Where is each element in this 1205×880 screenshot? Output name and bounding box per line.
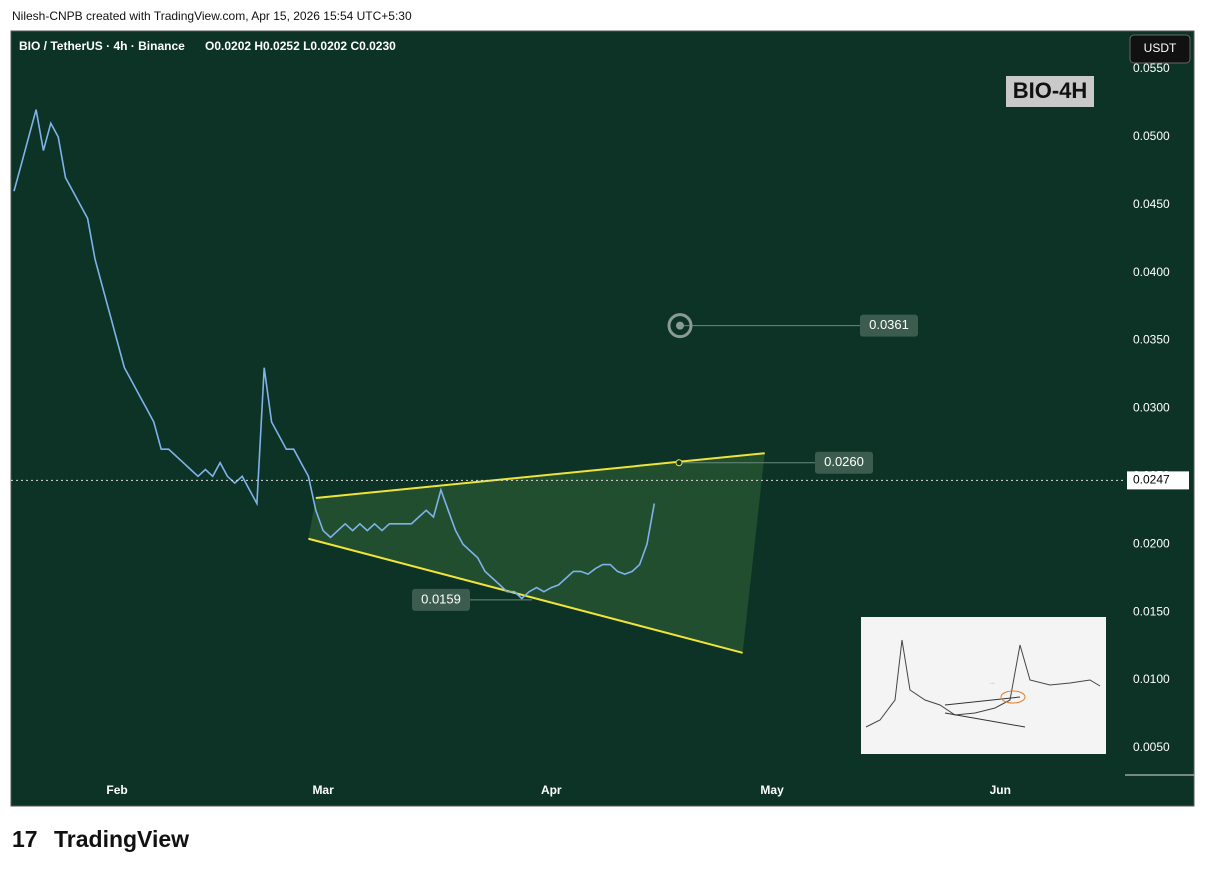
resistance-point xyxy=(675,459,683,467)
y-tick-label: 0.0050 xyxy=(1133,740,1170,754)
y-tick-label: 0.0200 xyxy=(1133,536,1170,550)
y-tick-label: 0.0150 xyxy=(1133,604,1170,618)
x-tick-label: Apr xyxy=(541,783,562,797)
ohlc: O0.0202 H0.0252 L0.0202 C0.0230 xyxy=(205,39,396,53)
support-box xyxy=(412,588,470,611)
target-box xyxy=(860,314,918,337)
brand: TradingView xyxy=(54,826,189,852)
upper-trendline xyxy=(315,452,765,500)
y-tick-label: 0.0550 xyxy=(1133,61,1170,75)
badge-box xyxy=(1006,76,1094,107)
price-line xyxy=(13,109,656,600)
y-tick-label: 0.0300 xyxy=(1133,401,1170,415)
last-price-box xyxy=(1127,471,1189,490)
x-tick-label: Jun xyxy=(990,783,1011,797)
symbol: BIO / TetherUS · 4h · Binance xyxy=(19,39,185,53)
target-dot xyxy=(676,321,684,330)
x-tick-label: Feb xyxy=(106,783,127,797)
y-tick-label: 0.0400 xyxy=(1133,265,1170,279)
y-tick-label: 0.0500 xyxy=(1133,129,1170,143)
support-label: 0.0159 xyxy=(421,591,461,606)
y-tick-label: 0.0450 xyxy=(1133,197,1170,211)
currency-button[interactable] xyxy=(1129,34,1191,64)
svg-text:…: … xyxy=(990,679,995,685)
target-ring xyxy=(667,313,693,339)
header: Nilesh-CNPB created with TradingView.com… xyxy=(12,9,412,23)
badge: BIO-4H xyxy=(1013,78,1088,103)
resistance-label: 0.0260 xyxy=(824,454,864,469)
target-label: 0.0361 xyxy=(869,317,909,332)
resistance-box xyxy=(815,451,873,474)
last-price-label: 0.0247 xyxy=(1133,473,1170,487)
y-tick-label: 0.0100 xyxy=(1133,672,1170,686)
wedge-area xyxy=(308,453,765,653)
x-tick-label: May xyxy=(760,783,784,797)
x-tick-label: Mar xyxy=(312,783,334,797)
y-tick-label: 0.0350 xyxy=(1133,333,1170,347)
currency[interactable]: USDT xyxy=(1144,41,1177,55)
inset-image: … xyxy=(861,617,1106,754)
brand-logo: 17 xyxy=(12,826,38,852)
